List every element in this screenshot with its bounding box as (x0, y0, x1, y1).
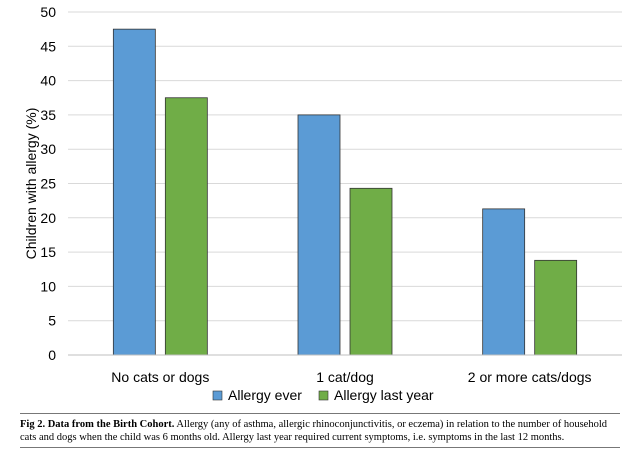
bar-allergy-ever (482, 208, 526, 356)
y-tick-label: 30 (40, 141, 56, 157)
y-tick-label: 35 (40, 107, 56, 123)
y-tick-labels: 0 5 10 15 20 25 30 35 40 45 50 (40, 4, 56, 363)
y-tick-label: 5 (48, 313, 56, 329)
y-tick-label: 15 (40, 244, 56, 260)
y-tick-label: 10 (40, 278, 56, 294)
y-tick-label: 20 (40, 210, 56, 226)
x-tick-label: 2 or more cats/dogs (468, 369, 592, 385)
y-axis-title: Children with allergy (%) (23, 108, 39, 260)
bar-chart: 0 5 10 15 20 25 30 35 40 45 50 Children with aller… (23, 4, 622, 403)
y-tick-label: 0 (48, 347, 56, 363)
bar-allergy-ever (297, 114, 341, 356)
caption-text: Allergy (any of asthma, allergic rhinoco… (20, 419, 607, 443)
y-tick-label: 45 (40, 38, 56, 54)
legend-label: Allergy ever (228, 387, 302, 403)
bars (112, 28, 578, 356)
x-tick-labels: No cats or dogs 1 cat/dog 2 or more cats/d… (111, 369, 591, 385)
bar-allergy-last-year (534, 259, 578, 356)
caption-label: Fig 2. Data from the Birth Cohort. (20, 419, 175, 430)
bar-allergy-last-year (349, 187, 393, 356)
bar-allergy-last-year (164, 97, 208, 356)
bar-allergy-ever (112, 28, 156, 356)
y-tick-label: 25 (40, 176, 56, 192)
figure-caption: Fig 2. Data from the Birth Cohort. Aller… (20, 413, 620, 448)
y-tick-label: 50 (40, 4, 56, 20)
gridlines (68, 11, 622, 322)
x-tick-label: No cats or dogs (111, 369, 209, 385)
legend-swatch (212, 390, 223, 401)
legend-label: Allergy last year (334, 387, 434, 403)
legend-swatch (318, 390, 329, 401)
legend: Allergy ever Allergy last year (212, 387, 434, 403)
y-tick-label: 40 (40, 73, 56, 89)
x-tick-label: 1 cat/dog (316, 369, 374, 385)
